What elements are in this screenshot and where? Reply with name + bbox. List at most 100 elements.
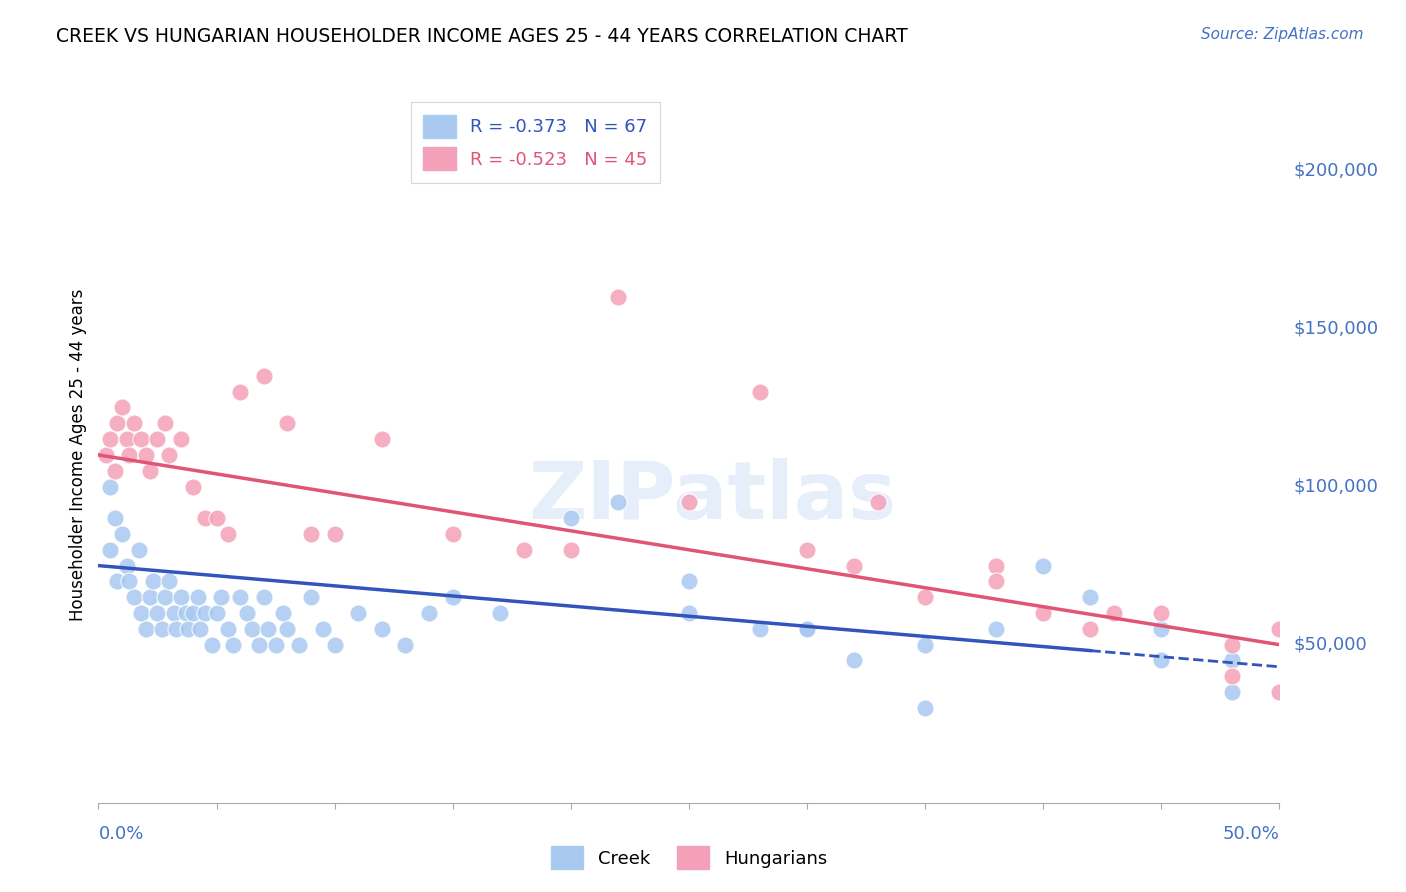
Point xyxy=(1102,606,1125,620)
Text: Source: ZipAtlas.com: Source: ZipAtlas.com xyxy=(1201,27,1364,42)
Point xyxy=(796,622,818,636)
Point xyxy=(128,542,150,557)
Point xyxy=(264,638,287,652)
Point xyxy=(323,527,346,541)
Point xyxy=(312,622,335,636)
Point xyxy=(1150,653,1173,667)
Point xyxy=(1080,591,1102,605)
Point xyxy=(1080,622,1102,636)
Point xyxy=(157,448,180,462)
Point xyxy=(194,606,217,620)
Text: $200,000: $200,000 xyxy=(1294,161,1378,179)
Point xyxy=(236,606,259,620)
Point xyxy=(984,622,1007,636)
Point xyxy=(139,591,162,605)
Point xyxy=(748,384,770,399)
Point xyxy=(288,638,311,652)
Point xyxy=(253,591,276,605)
Point xyxy=(177,622,200,636)
Point xyxy=(217,527,239,541)
Point xyxy=(104,511,127,525)
Point xyxy=(181,606,204,620)
Point xyxy=(115,432,138,446)
Point xyxy=(139,464,162,478)
Point xyxy=(1220,653,1243,667)
Point xyxy=(914,591,936,605)
Point xyxy=(1268,685,1291,699)
Point xyxy=(984,558,1007,573)
Point xyxy=(1220,685,1243,699)
Point xyxy=(748,622,770,636)
Point xyxy=(111,527,134,541)
Point xyxy=(1220,638,1243,652)
Point xyxy=(240,622,263,636)
Point xyxy=(153,591,176,605)
Point xyxy=(122,417,145,431)
Point xyxy=(866,495,889,509)
Point xyxy=(914,701,936,715)
Point xyxy=(418,606,440,620)
Point xyxy=(170,432,193,446)
Point xyxy=(253,368,276,383)
Point xyxy=(146,432,169,446)
Point xyxy=(187,591,209,605)
Text: 50.0%: 50.0% xyxy=(1223,825,1279,843)
Point xyxy=(489,606,512,620)
Point xyxy=(104,464,127,478)
Point xyxy=(1220,669,1243,683)
Point xyxy=(217,622,239,636)
Point xyxy=(323,638,346,652)
Point xyxy=(394,638,416,652)
Point xyxy=(205,511,228,525)
Point xyxy=(796,622,818,636)
Point xyxy=(118,448,141,462)
Point xyxy=(129,432,152,446)
Point xyxy=(201,638,224,652)
Point xyxy=(299,527,322,541)
Point xyxy=(111,401,134,415)
Y-axis label: Householder Income Ages 25 - 44 years: Householder Income Ages 25 - 44 years xyxy=(69,289,87,621)
Point xyxy=(142,574,165,589)
Legend: R = -0.373   N = 67, R = -0.523   N = 45: R = -0.373 N = 67, R = -0.523 N = 45 xyxy=(411,103,661,183)
Text: CREEK VS HUNGARIAN HOUSEHOLDER INCOME AGES 25 - 44 YEARS CORRELATION CHART: CREEK VS HUNGARIAN HOUSEHOLDER INCOME AG… xyxy=(56,27,908,45)
Point xyxy=(115,558,138,573)
Point xyxy=(844,653,866,667)
Text: $50,000: $50,000 xyxy=(1294,636,1367,654)
Point xyxy=(844,558,866,573)
Point xyxy=(607,290,630,304)
Point xyxy=(1268,622,1291,636)
Text: ZIPatlas: ZIPatlas xyxy=(529,458,897,536)
Point xyxy=(118,574,141,589)
Point xyxy=(247,638,270,652)
Point xyxy=(347,606,370,620)
Point xyxy=(122,591,145,605)
Point xyxy=(153,417,176,431)
Point xyxy=(157,574,180,589)
Point xyxy=(560,511,582,525)
Point xyxy=(678,574,700,589)
Point xyxy=(222,638,245,652)
Point xyxy=(441,527,464,541)
Point xyxy=(98,479,121,493)
Point xyxy=(276,622,298,636)
Point xyxy=(135,622,157,636)
Point xyxy=(276,417,298,431)
Point xyxy=(98,542,121,557)
Point xyxy=(607,495,630,509)
Point xyxy=(188,622,211,636)
Point xyxy=(441,591,464,605)
Point xyxy=(174,606,197,620)
Legend: Creek, Hungarians: Creek, Hungarians xyxy=(541,838,837,879)
Point xyxy=(371,432,394,446)
Text: $100,000: $100,000 xyxy=(1294,477,1378,496)
Point xyxy=(257,622,280,636)
Point xyxy=(94,448,117,462)
Point xyxy=(181,479,204,493)
Point xyxy=(229,591,252,605)
Point xyxy=(299,591,322,605)
Point xyxy=(194,511,217,525)
Point xyxy=(105,574,128,589)
Point xyxy=(271,606,294,620)
Text: 0.0%: 0.0% xyxy=(98,825,143,843)
Point xyxy=(1150,622,1173,636)
